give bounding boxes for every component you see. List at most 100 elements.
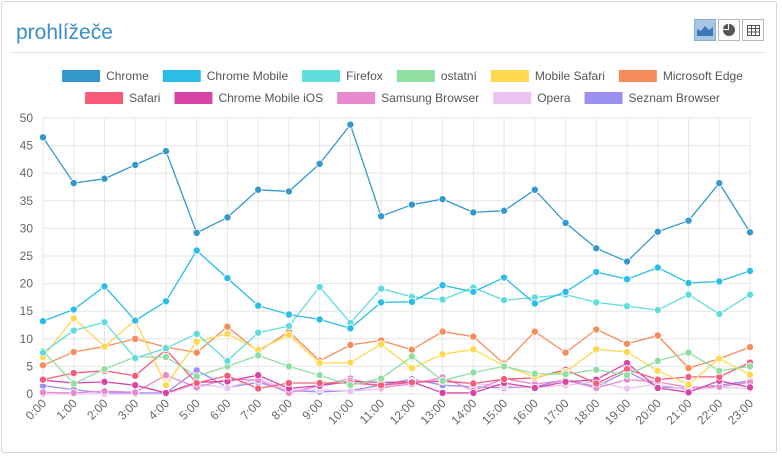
data-point[interactable]	[39, 375, 48, 384]
data-point[interactable]	[407, 345, 416, 354]
data-point[interactable]	[100, 387, 109, 396]
data-point[interactable]	[653, 383, 662, 392]
legend-item[interactable]: Chrome Mobile iOS	[174, 91, 323, 105]
data-point[interactable]	[100, 174, 109, 183]
data-point[interactable]	[254, 301, 263, 310]
data-point[interactable]	[254, 351, 263, 360]
data-point[interactable]	[438, 376, 447, 385]
data-point[interactable]	[407, 352, 416, 361]
data-point[interactable]	[69, 369, 78, 378]
area-chart-view-button[interactable]	[694, 19, 716, 41]
data-point[interactable]	[684, 290, 693, 299]
data-point[interactable]	[69, 179, 78, 188]
data-point[interactable]	[715, 277, 724, 286]
data-point[interactable]	[192, 348, 201, 357]
data-point[interactable]	[254, 328, 263, 337]
data-point[interactable]	[715, 179, 724, 188]
data-point[interactable]	[315, 282, 324, 291]
data-point[interactable]	[161, 344, 170, 353]
data-point[interactable]	[592, 345, 601, 354]
data-point[interactable]	[715, 354, 724, 363]
data-point[interactable]	[623, 302, 632, 311]
data-point[interactable]	[438, 295, 447, 304]
data-point[interactable]	[223, 322, 232, 331]
data-point[interactable]	[623, 257, 632, 266]
data-point[interactable]	[377, 381, 386, 390]
pie-chart-view-button[interactable]	[718, 19, 740, 41]
data-point[interactable]	[561, 287, 570, 296]
data-point[interactable]	[438, 195, 447, 204]
data-point[interactable]	[530, 299, 539, 308]
data-point[interactable]	[131, 381, 140, 390]
data-point[interactable]	[746, 362, 755, 371]
data-point[interactable]	[346, 324, 355, 333]
data-point[interactable]	[469, 287, 478, 296]
data-point[interactable]	[746, 228, 755, 237]
data-point[interactable]	[684, 388, 693, 397]
data-point[interactable]	[530, 369, 539, 378]
data-point[interactable]	[377, 298, 386, 307]
legend-item[interactable]: Microsoft Edge	[618, 69, 743, 83]
data-point[interactable]	[684, 364, 693, 373]
data-point[interactable]	[377, 340, 386, 349]
data-point[interactable]	[192, 246, 201, 255]
data-point[interactable]	[500, 362, 509, 371]
data-point[interactable]	[39, 133, 48, 142]
data-point[interactable]	[69, 305, 78, 314]
data-point[interactable]	[592, 379, 601, 388]
data-point[interactable]	[161, 353, 170, 362]
data-point[interactable]	[377, 374, 386, 383]
data-point[interactable]	[192, 228, 201, 237]
data-point[interactable]	[100, 342, 109, 351]
data-point[interactable]	[746, 370, 755, 379]
data-point[interactable]	[592, 244, 601, 253]
data-point[interactable]	[500, 273, 509, 282]
data-point[interactable]	[254, 371, 263, 380]
data-point[interactable]	[315, 378, 324, 387]
data-point[interactable]	[653, 375, 662, 384]
data-point[interactable]	[407, 378, 416, 387]
data-point[interactable]	[161, 297, 170, 306]
data-point[interactable]	[592, 298, 601, 307]
data-point[interactable]	[500, 375, 509, 384]
data-point[interactable]	[223, 213, 232, 222]
data-point[interactable]	[284, 378, 293, 387]
data-point[interactable]	[438, 350, 447, 359]
data-point[interactable]	[39, 348, 48, 357]
data-point[interactable]	[131, 354, 140, 363]
data-point[interactable]	[469, 379, 478, 388]
data-point[interactable]	[592, 325, 601, 334]
data-point[interactable]	[469, 388, 478, 397]
data-point[interactable]	[653, 356, 662, 365]
legend-item[interactable]: ostatní	[396, 69, 478, 83]
data-point[interactable]	[592, 365, 601, 374]
data-point[interactable]	[469, 332, 478, 341]
data-point[interactable]	[346, 340, 355, 349]
data-point[interactable]	[131, 334, 140, 343]
data-point[interactable]	[131, 160, 140, 169]
data-point[interactable]	[223, 383, 232, 392]
data-point[interactable]	[315, 359, 324, 368]
data-point[interactable]	[223, 356, 232, 365]
data-point[interactable]	[746, 266, 755, 275]
legend-item[interactable]: Opera	[493, 91, 571, 105]
data-point[interactable]	[746, 290, 755, 299]
data-point[interactable]	[161, 371, 170, 380]
legend-item[interactable]: Safari	[85, 91, 160, 105]
data-point[interactable]	[684, 380, 693, 389]
data-point[interactable]	[469, 345, 478, 354]
data-point[interactable]	[684, 279, 693, 288]
data-point[interactable]	[39, 361, 48, 370]
data-point[interactable]	[223, 371, 232, 380]
data-point[interactable]	[284, 310, 293, 319]
data-point[interactable]	[684, 216, 693, 225]
data-point[interactable]	[438, 281, 447, 290]
data-point[interactable]	[284, 362, 293, 371]
data-point[interactable]	[500, 296, 509, 305]
data-point[interactable]	[469, 208, 478, 217]
data-point[interactable]	[561, 370, 570, 379]
data-point[interactable]	[407, 200, 416, 209]
data-point[interactable]	[192, 372, 201, 381]
data-point[interactable]	[315, 159, 324, 168]
table-view-button[interactable]	[742, 19, 764, 41]
